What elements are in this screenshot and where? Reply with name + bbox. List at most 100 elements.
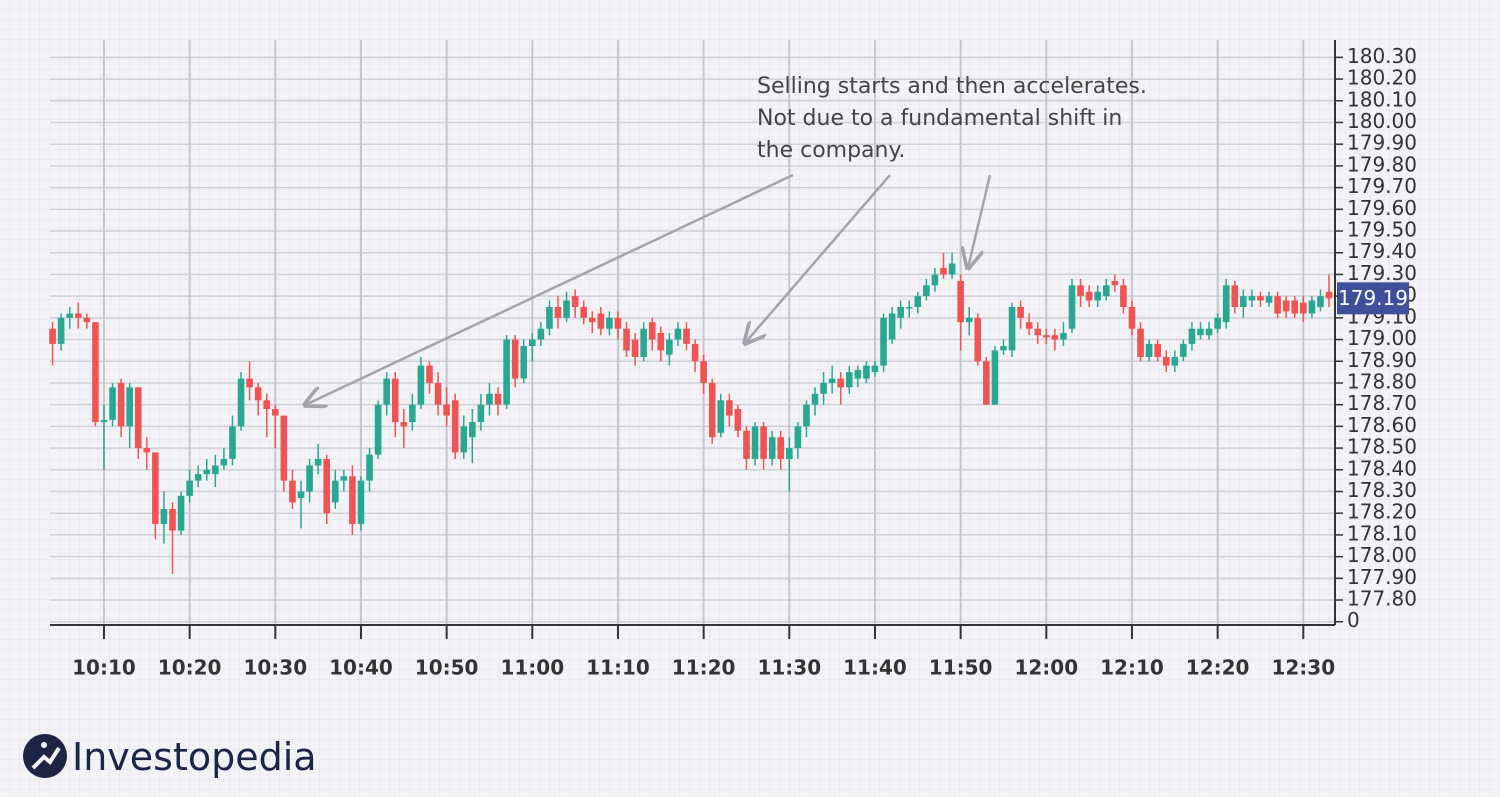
candle-body	[1051, 335, 1059, 340]
candle-body	[777, 437, 785, 459]
candle-body	[374, 404, 382, 455]
candle-body	[708, 382, 716, 438]
x-tick-label: 10:30	[243, 656, 307, 680]
candle-body	[57, 317, 65, 344]
x-tick-label: 10:20	[158, 656, 222, 680]
candle-body	[871, 365, 879, 373]
y-tick-label: 177.90	[1347, 565, 1417, 589]
candle-body	[169, 508, 176, 531]
candle-body	[1077, 285, 1084, 297]
candle-body	[931, 274, 939, 286]
candle-body	[212, 465, 219, 475]
y-tick-label: 180.20	[1347, 66, 1417, 90]
candle-body	[923, 285, 930, 297]
candle-body	[820, 382, 827, 394]
candle-body	[357, 480, 365, 525]
candle-body	[49, 328, 56, 344]
candle-body	[1291, 300, 1299, 314]
candle-body	[1231, 285, 1239, 307]
candle-body	[391, 378, 399, 423]
candle-body	[143, 448, 151, 453]
candle-body	[409, 404, 416, 423]
candle-body	[1274, 296, 1281, 314]
x-tick-label: 11:30	[757, 656, 821, 680]
candle-body	[1102, 285, 1110, 297]
y-tick-label: 178.80	[1347, 369, 1417, 393]
candle-body	[657, 333, 665, 351]
candle-body	[74, 313, 82, 318]
candle-body	[237, 378, 245, 427]
x-tick-label: 12:10	[1100, 656, 1164, 680]
candle-body	[606, 317, 613, 329]
candle-body	[734, 409, 742, 431]
candle-body	[1222, 285, 1230, 323]
annotation: Not due to a fundamental shift in	[757, 106, 1122, 131]
candle-body	[1137, 328, 1144, 357]
x-tick-label: 11:20	[672, 656, 736, 680]
candle-body	[1282, 300, 1290, 312]
y-tick-label: 0	[1347, 608, 1360, 632]
logo-dot	[41, 742, 47, 748]
candle-body	[640, 328, 647, 357]
y-tick-label: 177.80	[1347, 587, 1417, 611]
candle-body	[529, 339, 536, 347]
candle-body	[1068, 285, 1076, 329]
candle-body	[152, 452, 159, 525]
candle-body	[563, 300, 570, 318]
candle-body	[983, 361, 990, 405]
y-tick-label: 178.60	[1347, 413, 1417, 437]
candle-body	[349, 476, 356, 525]
candle-body	[186, 480, 193, 496]
candle-body	[623, 328, 630, 351]
y-tick-label: 179.40	[1347, 239, 1417, 263]
y-tick-label: 179.00	[1347, 326, 1417, 350]
y-tick-label: 178.70	[1347, 391, 1417, 415]
candle-body	[520, 346, 528, 379]
candle-body	[794, 426, 802, 449]
candle-body	[1265, 296, 1273, 303]
candle-body	[1145, 343, 1153, 357]
candle-body	[1325, 291, 1333, 299]
candle-body	[726, 400, 733, 416]
candle-body	[751, 426, 759, 459]
x-tick-label: 11:50	[929, 656, 993, 680]
candle-body	[897, 306, 904, 318]
candle-body	[957, 280, 964, 323]
candle-body	[717, 400, 725, 433]
annotation: the company.	[757, 138, 905, 163]
candle-body	[940, 267, 947, 275]
candle-body	[323, 458, 331, 514]
x-tick-label: 12:30	[1271, 656, 1335, 680]
candle-body	[1034, 328, 1042, 336]
candle-body	[648, 322, 656, 340]
candle-body	[306, 465, 313, 492]
y-tick-label: 178.40	[1347, 456, 1417, 480]
candle-body	[426, 365, 433, 383]
last-price-tag	[1337, 282, 1409, 315]
candle-body	[66, 313, 74, 318]
y-tick-label: 179.90	[1347, 131, 1417, 155]
candle-body	[486, 393, 493, 405]
candle-body	[1257, 296, 1264, 301]
candle-body	[331, 480, 339, 503]
candle-body	[126, 387, 133, 427]
y-tick-label: 178.00	[1347, 543, 1417, 567]
y-tick-label: 180.00	[1347, 109, 1417, 133]
candle-body	[1111, 280, 1119, 286]
candle-body	[880, 317, 887, 366]
candle-body	[863, 365, 870, 379]
candle-body	[1060, 333, 1067, 340]
candle-body	[803, 404, 810, 427]
arrow	[305, 173, 794, 405]
x-tick-label: 11:10	[586, 656, 650, 680]
candle-body	[100, 419, 108, 423]
candle-body	[837, 378, 845, 388]
candle-body	[554, 306, 562, 318]
candle-body	[1154, 343, 1161, 357]
y-tick-label: 178.30	[1347, 478, 1417, 502]
candle-body	[768, 437, 776, 459]
y-tick-label: 178.20	[1347, 500, 1417, 524]
candle-body	[203, 469, 211, 475]
candle-body	[366, 454, 373, 481]
